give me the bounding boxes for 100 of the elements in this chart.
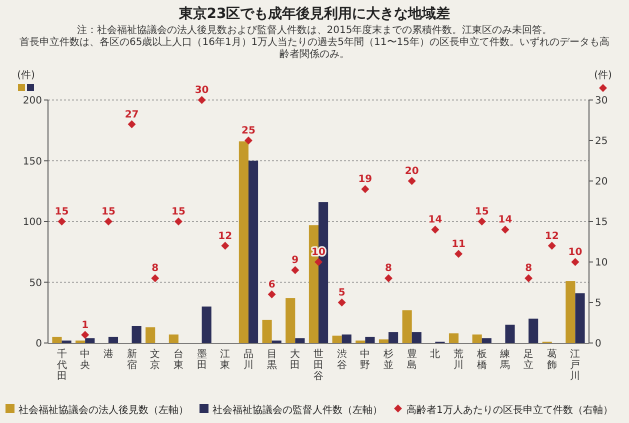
x-tick-label: 世田谷 <box>314 348 324 382</box>
bar <box>146 327 156 343</box>
legend-label: 社会福祉協議会の監督人件数（左軸） <box>212 404 382 416</box>
legend-label: 高齢者1万人あたりの区長申立て件数（右軸） <box>406 404 613 416</box>
bar <box>482 338 492 343</box>
x-tick-label: 品川 <box>243 349 254 371</box>
x-tick-label: 港 <box>103 348 114 360</box>
y2-tick-label: 30 <box>595 96 608 106</box>
x-tick-label: 台東 <box>173 348 184 371</box>
bar <box>52 336 62 343</box>
y-tick-label: 100 <box>22 217 42 228</box>
y2-tick-label: 25 <box>595 136 608 147</box>
x-tick-label: 葛飾 <box>546 348 557 371</box>
x-tick-label: 渋谷 <box>336 348 347 371</box>
data-label: 5 <box>338 288 346 298</box>
bar <box>248 160 258 343</box>
x-tick-label: 千代田 <box>56 348 67 382</box>
x-tick-label: 中野 <box>360 348 370 371</box>
data-label: 14 <box>498 214 512 226</box>
data-label: 15 <box>101 206 116 218</box>
point <box>501 226 510 234</box>
y2-tick-label: 20 <box>595 176 608 188</box>
point <box>81 330 90 339</box>
data-label: 14 <box>428 214 442 226</box>
x-tick-label: 北 <box>430 348 440 360</box>
data-label: 12 <box>218 230 232 242</box>
point <box>524 274 533 282</box>
x-tick-label: 目黒 <box>266 349 277 371</box>
data-label: 20 <box>404 166 419 177</box>
y-tick-label: 200 <box>22 96 42 106</box>
bar <box>168 334 178 343</box>
y-tick-label: 0 <box>36 338 42 350</box>
bar <box>472 334 482 343</box>
data-label: 6 <box>268 279 276 290</box>
point <box>291 266 300 274</box>
y-tick-label: 150 <box>22 156 42 168</box>
point <box>361 185 370 194</box>
data-label: 1 <box>82 320 89 331</box>
x-tick-label: 江東 <box>220 348 230 371</box>
data-label: 19 <box>358 174 372 186</box>
point <box>314 258 322 266</box>
point <box>548 242 556 250</box>
x-tick-label: 板橋 <box>476 348 487 371</box>
x-tick-label: 足立 <box>524 349 534 371</box>
data-label: 12 <box>544 230 559 242</box>
x-tick-label: 中央 <box>80 348 90 371</box>
x-tick-label: 墨田 <box>196 349 207 371</box>
y2-tick-label: 10 <box>595 258 608 268</box>
x-tick-label: 文京 <box>150 348 160 371</box>
data-label: 8 <box>385 263 392 274</box>
point <box>268 290 276 298</box>
data-label: 27 <box>124 109 139 120</box>
x-tick-label: 杉並 <box>382 348 394 371</box>
data-label: 11 <box>452 238 466 250</box>
point <box>431 226 440 234</box>
y2-tick-label: 15 <box>595 217 608 228</box>
bar <box>85 338 95 343</box>
y2-tick-label: 5 <box>595 298 602 309</box>
bar <box>108 336 118 343</box>
x-tick-label: 荒川 <box>454 348 464 371</box>
y-axis-title: (件) <box>17 70 35 81</box>
bar <box>365 336 375 343</box>
point <box>244 136 252 144</box>
text: 注：社会福祉協議会の法人後見数および監督人件数は、2015年度末までの累積件数。江東区のみ未回答。 <box>76 24 552 36</box>
bar <box>566 281 576 343</box>
y-tick-label: 50 <box>29 278 42 289</box>
bar <box>448 333 459 343</box>
data-label: 8 <box>152 263 159 274</box>
point <box>478 218 486 226</box>
data-label: 8 <box>525 263 532 274</box>
point <box>384 274 393 282</box>
point <box>454 250 463 258</box>
text: 首長申立件数は、各区の65歳以上人口（16年1月）1万人当たりの過去5年間（11〜15年）の区長申立て件数。いずれのデータも高齢者関係のみ。 <box>20 36 610 60</box>
bar <box>505 324 515 343</box>
point <box>174 218 182 226</box>
point <box>151 274 160 282</box>
bar <box>528 318 538 343</box>
x-tick-label: 大田 <box>290 348 300 371</box>
point <box>571 258 580 266</box>
legend-label: 社会福祉協議会の法人後見数（左軸） <box>18 404 188 416</box>
data-label: 15 <box>474 206 489 218</box>
bar <box>378 339 389 343</box>
bar <box>295 338 305 343</box>
chart-title: 東京23区でも成年後見利用に大きな地域差 <box>178 5 450 22</box>
bar <box>202 306 212 343</box>
bar <box>402 310 412 343</box>
data-label: 15 <box>54 206 69 218</box>
data-label: 10 <box>568 247 582 258</box>
x-tick-label: 江戸川 <box>570 348 580 382</box>
data-label: 9 <box>292 255 299 266</box>
data-label: 30 <box>194 85 209 96</box>
point <box>338 298 346 306</box>
x-tick-label: 練馬 <box>499 348 510 371</box>
bar <box>286 298 296 343</box>
x-tick-label: 豊島 <box>406 348 417 371</box>
y2-tick-label: 0 <box>595 338 602 350</box>
bar <box>238 141 248 343</box>
point <box>221 242 230 250</box>
bar <box>412 332 422 343</box>
bar <box>342 334 352 343</box>
